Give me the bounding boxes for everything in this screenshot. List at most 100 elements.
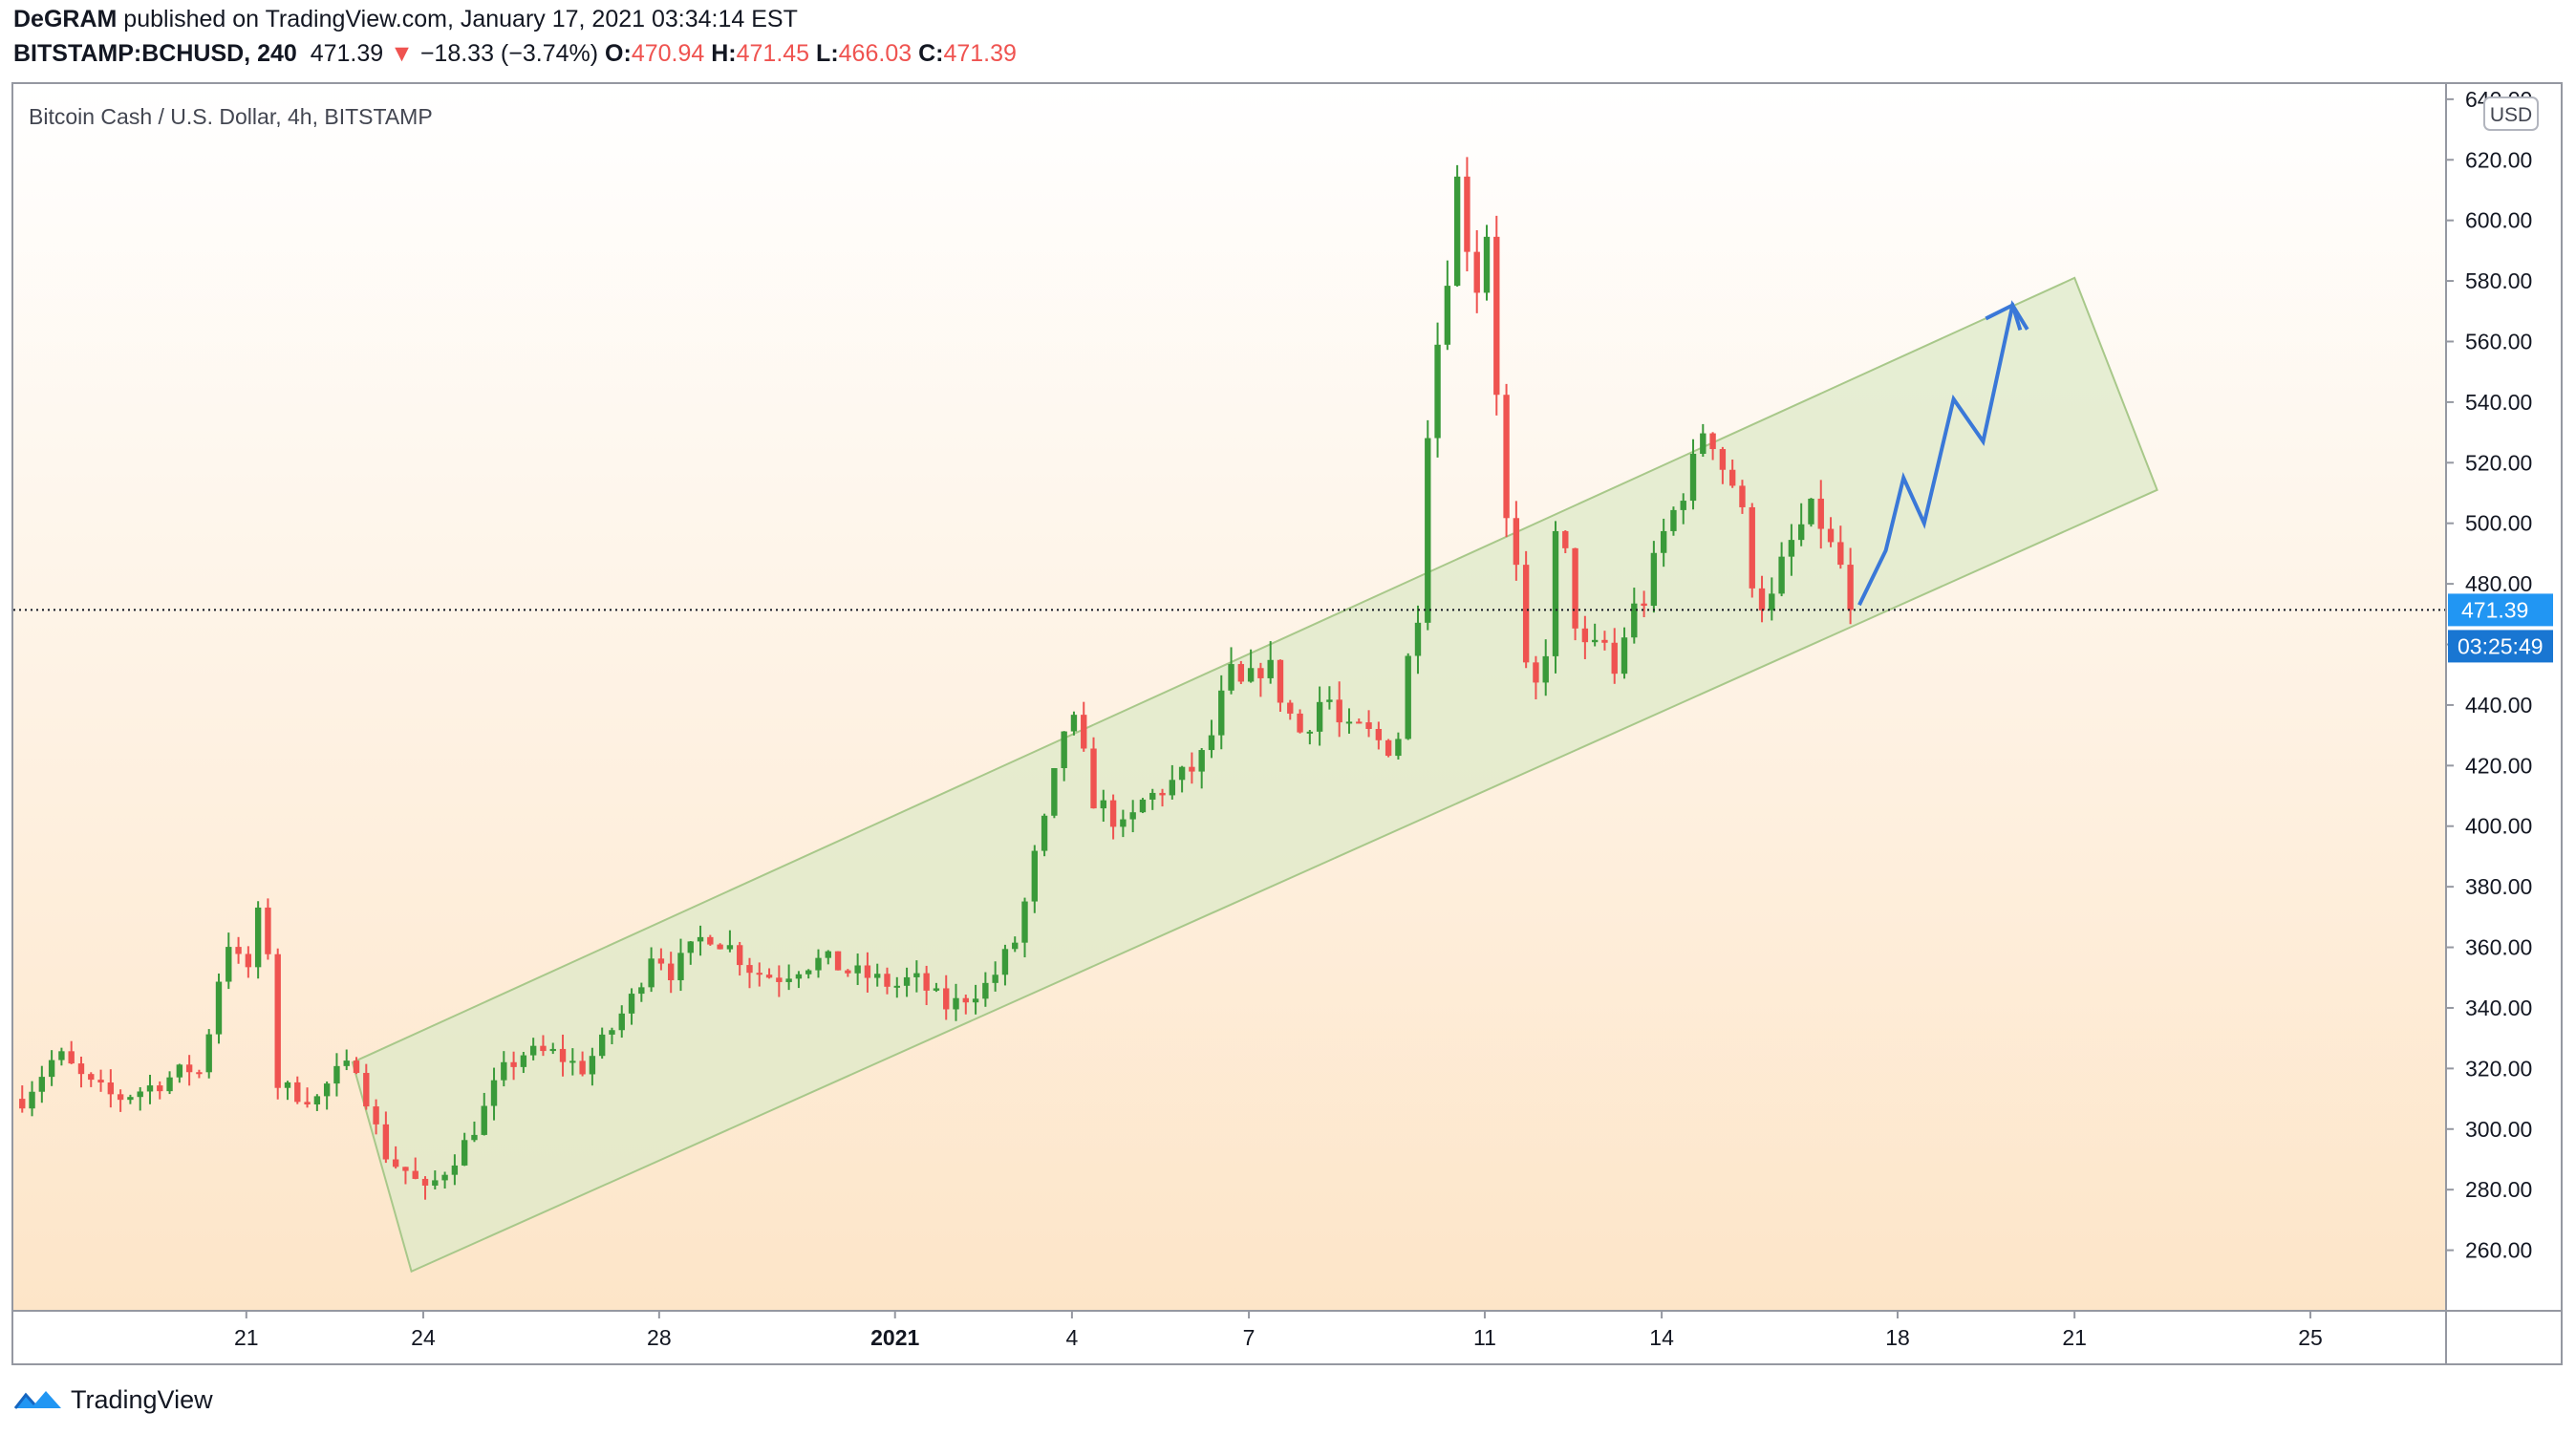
- candle-body: [1365, 722, 1372, 729]
- candle-body: [215, 981, 223, 1035]
- candle-body: [628, 994, 635, 1014]
- x-tick-label: 21: [2062, 1325, 2087, 1350]
- candle-body: [864, 965, 871, 978]
- candle-body: [1070, 715, 1078, 732]
- candle-body: [166, 1077, 173, 1092]
- candle-body: [1797, 524, 1805, 541]
- candle-body: [1650, 552, 1658, 607]
- candle-body: [746, 965, 753, 974]
- candle-body: [893, 985, 900, 988]
- candle-body: [1572, 547, 1578, 629]
- candle-body: [707, 936, 714, 945]
- candle-body: [196, 1072, 203, 1075]
- candle-body: [432, 1180, 439, 1186]
- candle-body: [1001, 949, 1009, 975]
- publish-info: published on TradingView.com, January 17…: [123, 6, 798, 32]
- candle-body: [1198, 750, 1205, 772]
- candle-body: [294, 1082, 301, 1103]
- candle-body: [756, 973, 762, 975]
- y-tick-label: 400.00: [2465, 814, 2532, 839]
- candle-body: [1385, 739, 1392, 757]
- y-tick-label: 300.00: [2465, 1117, 2532, 1142]
- candle-body: [1749, 506, 1755, 589]
- candle-body: [284, 1082, 291, 1088]
- price-chart[interactable]: Bitcoin Cash / U.S. Dollar, 4h, BITSTAMP…: [13, 84, 2561, 1363]
- candle-body: [1356, 721, 1363, 724]
- candle-body: [1375, 728, 1383, 740]
- candle-body: [1601, 639, 1608, 643]
- candle-body: [943, 988, 950, 1010]
- y-tick-label: 500.00: [2465, 511, 2532, 536]
- candle-body: [1493, 236, 1500, 396]
- forecast-path: [1857, 300, 2029, 607]
- candle-body: [501, 1061, 507, 1081]
- candle-body: [1090, 748, 1097, 809]
- currency-badge[interactable]: USD: [2483, 96, 2539, 131]
- author-name[interactable]: DeGRAM: [13, 6, 118, 32]
- candle-body: [1700, 433, 1707, 454]
- low-label: L:: [816, 40, 839, 67]
- last-price-label-text: 471.39: [2461, 597, 2528, 622]
- candle-body: [1513, 518, 1520, 566]
- candle-body: [1159, 792, 1166, 796]
- candle-body: [1709, 433, 1716, 450]
- candle-body: [854, 965, 861, 974]
- candle-body: [1533, 662, 1539, 683]
- candle-body: [1464, 176, 1470, 252]
- candle-body: [845, 970, 851, 974]
- high-label: H:: [711, 40, 737, 67]
- parallel-channel: [351, 276, 2158, 1274]
- candle-body: [1591, 639, 1599, 643]
- y-tick-label: 360.00: [2465, 935, 2532, 960]
- x-tick-label: 11: [1473, 1325, 1496, 1350]
- candle-body: [1719, 449, 1727, 470]
- candle-body: [677, 953, 684, 981]
- candle-body: [1473, 251, 1480, 293]
- candle-body: [1267, 659, 1274, 678]
- candle-body: [589, 1056, 596, 1075]
- candle-body: [1061, 731, 1067, 768]
- candle-body: [1453, 176, 1461, 287]
- symbol-info-line: BITSTAMP:BCHUSD, 240 471.39 ▼ −18.33 (−3…: [13, 40, 1017, 68]
- candle-body: [176, 1064, 183, 1078]
- y-tick-label: 260.00: [2465, 1238, 2532, 1263]
- candle-body: [157, 1085, 163, 1092]
- candle-body: [805, 970, 812, 975]
- candle-body: [549, 1048, 556, 1052]
- x-tick-label: 2021: [870, 1325, 919, 1350]
- candle-body: [540, 1045, 547, 1052]
- close-value: 471.39: [943, 40, 1017, 67]
- candle-body: [953, 997, 959, 1010]
- candle-body: [638, 987, 645, 995]
- candle-body: [815, 957, 822, 971]
- y-tick-label: 280.00: [2465, 1177, 2532, 1202]
- y-tick-label: 440.00: [2465, 693, 2532, 718]
- candle-body: [402, 1167, 409, 1171]
- candle-body: [1552, 530, 1559, 656]
- candle-body: [697, 936, 704, 942]
- y-tick-label: 580.00: [2465, 268, 2532, 293]
- candle-body: [304, 1102, 311, 1104]
- candle-body: [1169, 780, 1176, 796]
- candle-body: [1483, 236, 1491, 293]
- candle-body: [185, 1064, 193, 1073]
- countdown-label-text: 03:25:49: [2458, 633, 2544, 658]
- candle-body: [1728, 469, 1736, 486]
- open-value: 470.94: [631, 40, 705, 67]
- candle-body: [68, 1051, 75, 1064]
- candle-body: [274, 953, 281, 1088]
- candle-body: [1611, 642, 1618, 675]
- candle-body: [559, 1048, 567, 1062]
- candle-body: [38, 1077, 46, 1092]
- footer-brand[interactable]: TradingView: [71, 1385, 213, 1414]
- close-label: C:: [918, 40, 944, 67]
- candle-body: [1670, 509, 1677, 531]
- candle-body: [1739, 485, 1746, 507]
- candle-body: [982, 982, 989, 999]
- candle-body: [795, 974, 803, 979]
- candle-body: [1641, 603, 1647, 607]
- candle-body: [254, 907, 262, 968]
- candle-body: [461, 1140, 468, 1166]
- candle-body: [1287, 702, 1294, 714]
- publish-line: DeGRAM published on TradingView.com, Jan…: [13, 6, 798, 33]
